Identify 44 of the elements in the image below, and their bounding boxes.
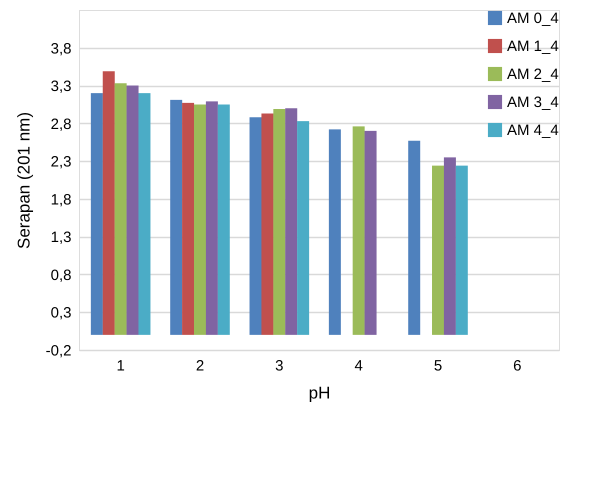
bar (273, 108, 286, 335)
legend-label: AM 2_4 (507, 66, 559, 83)
y-tick-label: 2,3 (50, 154, 72, 171)
y-tick-label: 2,8 (50, 116, 72, 133)
y-tick-label: 3,3 (50, 78, 72, 96)
bar (261, 114, 274, 335)
y-tick-label: -0,2 (46, 342, 72, 360)
bar (102, 71, 115, 335)
bar (352, 126, 365, 335)
bar (90, 93, 103, 335)
x-tick-label: 4 (354, 358, 363, 374)
y-axis-title: Serapan (201 nm) (14, 112, 34, 250)
legend-label: AM 3_4 (507, 94, 559, 111)
bar (206, 101, 218, 335)
y-tick-label: 0,3 (50, 304, 72, 322)
x-tick-label: 6 (513, 358, 522, 374)
y-tick-label: 3,8 (50, 40, 72, 58)
y-tick-label: 0,8 (50, 266, 72, 284)
bar (114, 83, 127, 335)
bar (194, 104, 206, 335)
x-tick-label: 2 (196, 358, 204, 374)
bar (126, 86, 139, 335)
x-tick-label: 5 (434, 358, 442, 374)
bar (444, 157, 456, 335)
legend-label: AM 1_4 (507, 38, 559, 55)
bar (218, 104, 230, 335)
bar (170, 100, 182, 335)
y-tick-label: 1,3 (50, 229, 72, 246)
bar (456, 166, 468, 335)
bar (432, 166, 444, 335)
x-axis-title: pH (308, 384, 330, 402)
bar (297, 121, 310, 335)
bar (250, 117, 262, 335)
legend-label: AM 4_4 (507, 122, 559, 139)
bar (138, 93, 150, 335)
x-tick-label: 1 (116, 358, 125, 374)
bar (408, 140, 420, 335)
bar (182, 102, 194, 335)
bar (328, 129, 341, 335)
x-tick-label: 3 (275, 358, 284, 374)
bar (364, 130, 377, 335)
legend-label: AM 0_4 (507, 10, 559, 27)
bar (285, 108, 298, 335)
y-tick-label: 1,8 (50, 191, 72, 208)
